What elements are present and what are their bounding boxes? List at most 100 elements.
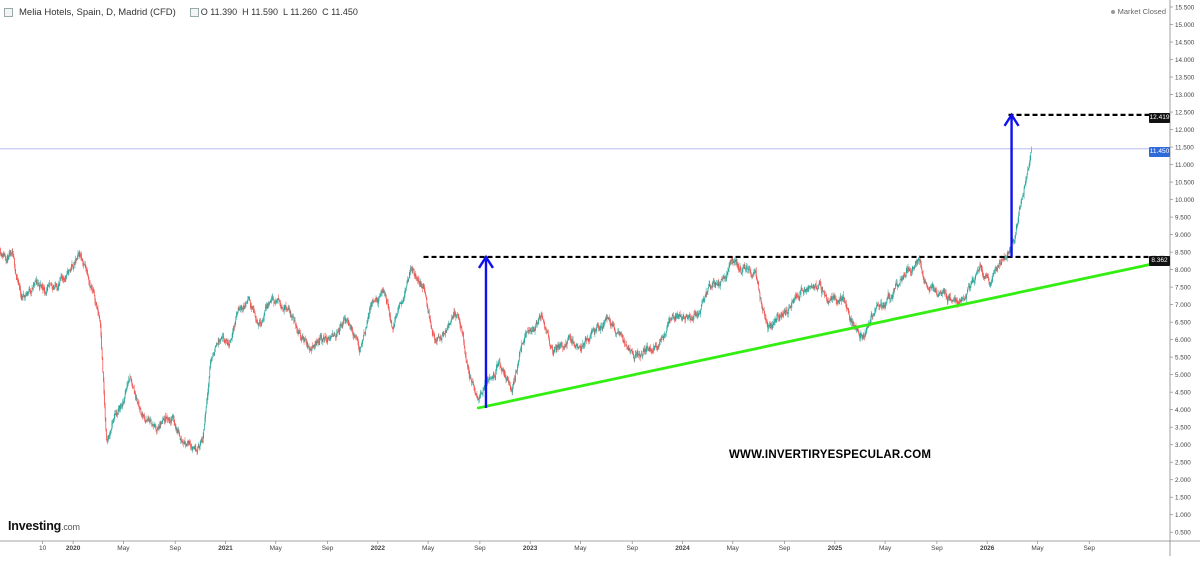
candle-body [241,307,242,308]
candle-body [579,347,580,348]
candle-body [34,285,35,286]
candle-body [219,340,220,341]
candle-body [605,319,606,320]
candle-body [578,347,579,349]
candle-body [827,297,828,302]
candle-body [379,296,380,299]
candle-body [504,370,505,373]
candle-body [440,337,441,338]
candle-body [41,285,42,286]
candle-body [842,297,843,301]
candle-body [865,332,866,337]
candle-body [190,444,191,446]
candle-body [763,309,764,310]
candle-body [542,315,543,318]
candle-body [499,361,500,362]
settings-icon[interactable] [4,8,13,17]
candle-body [316,341,317,343]
candle-body [721,279,722,282]
candle-body [853,322,854,326]
candle-body [260,322,261,323]
candle-body [741,269,742,272]
candle-body [138,403,139,404]
candle-body [90,283,91,287]
y-tick-label: 1.000 [1175,512,1191,519]
candle-body [909,268,910,269]
y-tick-label: 5.000 [1175,372,1191,379]
candle-body [673,315,674,316]
candle-body [40,285,41,287]
candle-body [355,336,356,337]
candle-body [252,306,253,309]
candle-body [448,324,449,328]
candle-body [162,423,163,424]
candle-body [642,355,643,356]
candle-body [66,278,67,279]
candle-body [71,267,72,270]
candle-body [613,324,614,327]
candle-body [735,260,736,261]
candle-body [505,375,506,378]
candle-body [1002,260,1003,261]
candle-body [539,316,540,319]
y-tick-label: 14.500 [1175,39,1195,46]
candle-body [253,309,254,310]
candle-body [383,291,384,292]
candle-body [414,274,415,276]
candle-body [442,333,443,336]
candle-body [254,310,255,313]
candle-body [688,317,689,319]
candle-body [134,391,135,393]
candle-body [757,277,758,279]
candle-body [768,326,769,329]
x-tick-label: May [422,545,435,552]
candle-body [787,313,788,314]
candle-body [803,291,804,293]
candle-body [472,382,473,383]
ohlc-toggle-icon[interactable] [190,8,199,17]
candle-body [1009,252,1010,254]
candle-body [619,331,620,334]
candle-body [626,345,627,346]
candle-body [518,360,519,363]
candle-body [879,306,880,307]
candle-body [584,343,585,344]
candle-body [467,362,468,366]
candle-body [504,373,505,375]
candle-body [434,335,435,336]
candle-body [428,312,429,313]
candle-body [835,296,836,298]
candle-body [386,297,387,300]
candle-body [425,294,426,296]
candle-body [781,314,782,316]
candle-body [315,345,316,346]
candle-body [527,332,528,333]
candle-body [401,303,402,304]
candle-body [817,289,818,290]
candle-body [967,290,968,294]
candle-body [118,409,119,413]
candle-body [193,447,194,448]
candle-body [442,335,443,339]
candle-body [795,295,796,298]
candle-body [99,318,100,321]
candle-body [47,286,48,288]
candle-body [865,332,866,333]
candle-body [269,303,270,305]
candle-body [111,430,112,431]
candle-body [790,307,791,308]
candle-body [391,321,392,322]
candle-body [106,429,107,439]
candle-body [578,347,579,348]
investing-logo[interactable]: Investing.com [8,519,80,533]
candle-body [144,415,145,416]
candle-body [727,275,728,276]
candle-body [798,296,799,297]
candle-body [1000,263,1001,265]
candle-body [669,320,670,322]
candle-body [922,271,923,274]
candle-body [409,276,410,278]
candle-body [920,261,921,262]
